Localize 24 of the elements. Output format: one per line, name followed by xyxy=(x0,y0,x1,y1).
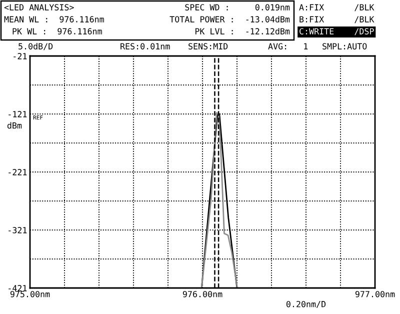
text: <LED ANALYSIS> xyxy=(4,4,74,10)
y-tick-label: -421 xyxy=(8,285,27,292)
text: SENS:MID xyxy=(188,43,228,50)
text: A:FIX /BLK xyxy=(299,4,374,12)
text: PK WL : 976.116nm xyxy=(12,28,102,34)
y-tick-label: -21 xyxy=(14,53,27,60)
text: PK LVL : -12.12dBm xyxy=(195,28,290,34)
y-tick-label: -121 xyxy=(8,111,27,118)
text: B:FIX /BLK xyxy=(300,16,374,24)
text: C:WRITE /DSP xyxy=(300,28,374,36)
x-tick-label: 976.00nm xyxy=(182,290,222,298)
text: AVG: 1 xyxy=(268,43,308,50)
x-axis-title: 0.20nm/D xyxy=(286,300,326,308)
text: RES:0.01nm xyxy=(120,43,170,50)
y-tick-label: -321 xyxy=(8,227,27,234)
text: SPEC WD : 0.019nm xyxy=(185,4,290,10)
y-axis-title: dBm xyxy=(7,122,22,129)
text: SMPL:AUTO xyxy=(322,43,367,50)
x-tick-label: 977.00nm xyxy=(355,290,395,298)
text: 5.0dB/D xyxy=(18,42,53,50)
y-tick-label: -221 xyxy=(8,169,27,176)
text: TOTAL POWER : -13.04dBm xyxy=(170,16,290,22)
text: MEAN WL : 976.116nm xyxy=(4,16,104,22)
x-tick-label: 975.00nm xyxy=(10,290,50,298)
